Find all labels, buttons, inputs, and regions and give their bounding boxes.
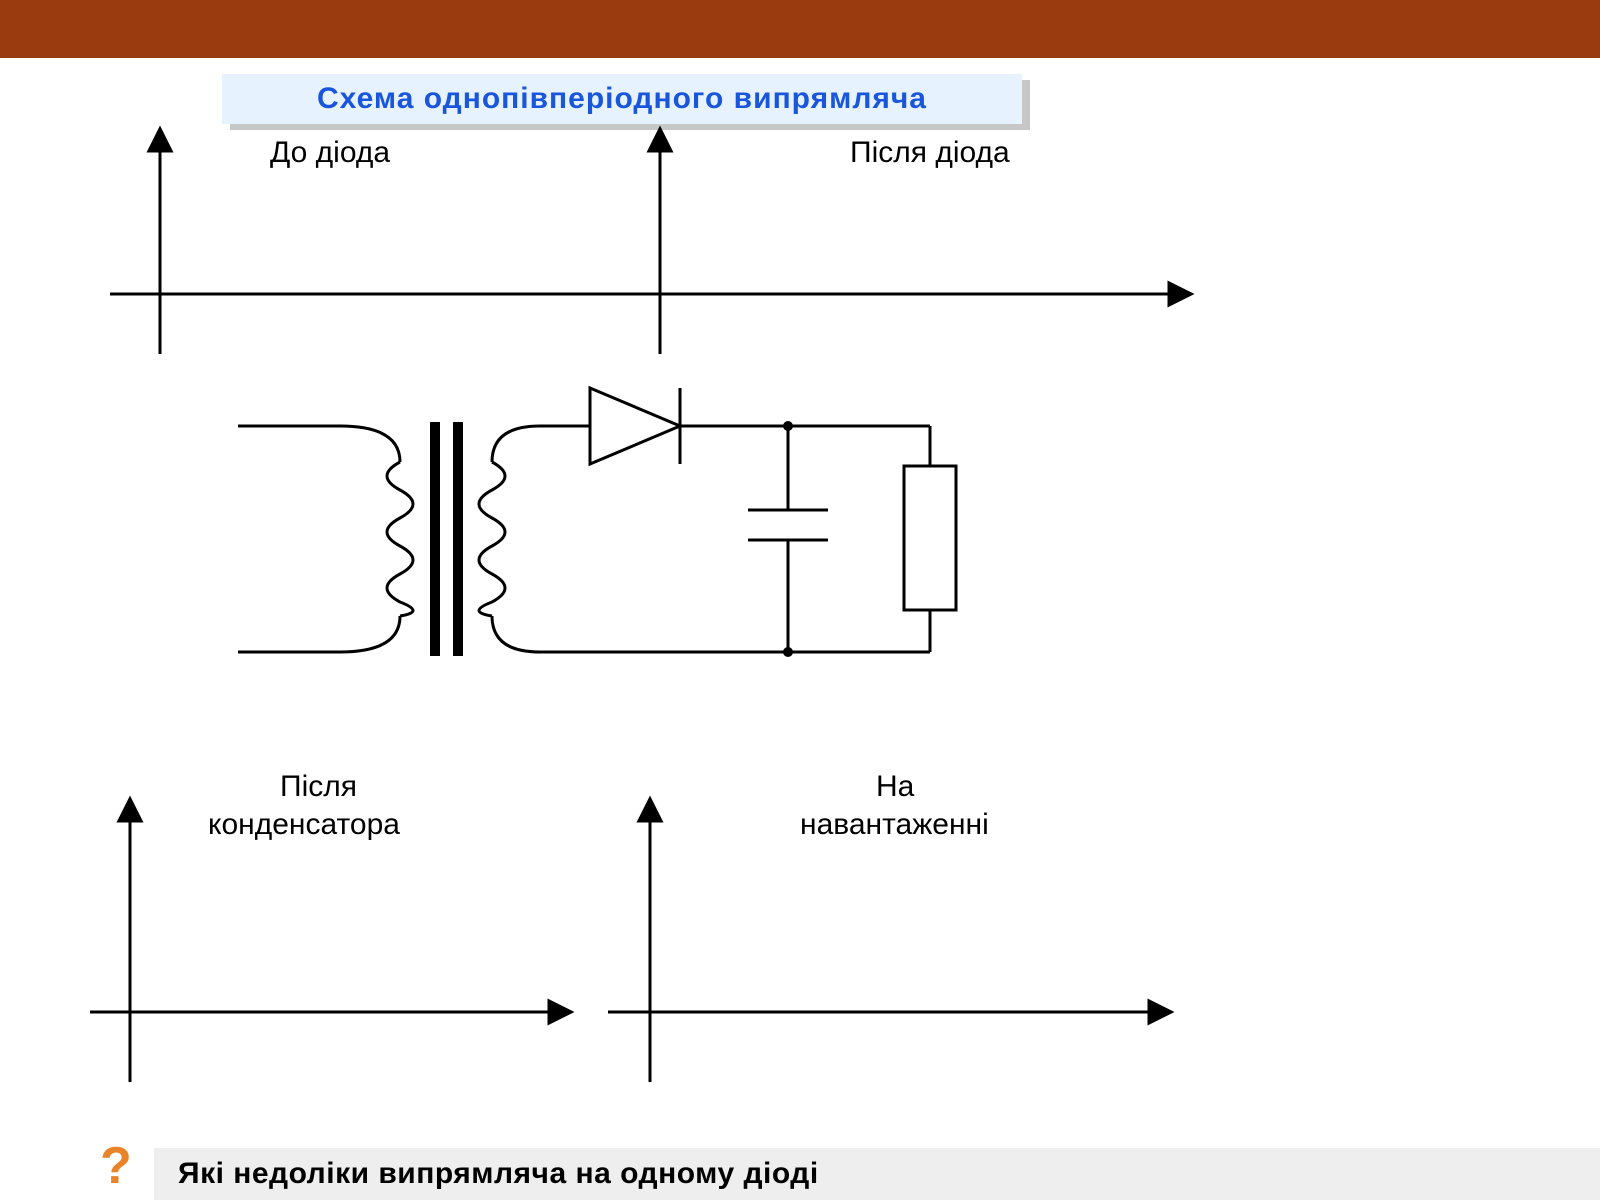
coil-primary (387, 462, 413, 616)
coil-secondary (479, 462, 505, 616)
question-text: Які недоліки випрямляча на одному діоді (178, 1157, 819, 1191)
wire-in-bot (238, 616, 400, 652)
diode-triangle-icon (590, 388, 680, 464)
diagram-svg (0, 0, 1600, 1200)
resistor-icon (904, 466, 956, 610)
question-bar: Які недоліки випрямляча на одному діоді (154, 1148, 1600, 1200)
wire-in-top (238, 426, 400, 462)
wire-sec-bot (492, 616, 930, 652)
question-mark-icon: ? (100, 1136, 132, 1196)
node-bot (783, 647, 793, 657)
wire-sec-top (492, 426, 590, 462)
node-top (783, 421, 793, 431)
